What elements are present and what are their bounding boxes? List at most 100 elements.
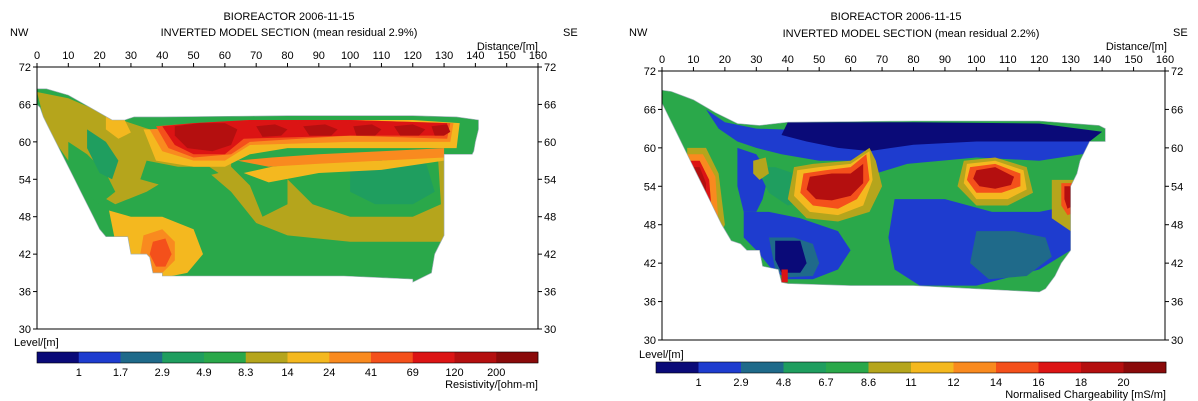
colorbar-swatch <box>911 362 954 373</box>
corner-label-left: NW <box>10 27 29 39</box>
contour-zone-6 <box>140 160 219 186</box>
y-tick-label-right: 48 <box>544 212 556 224</box>
x-tick-label: 90 <box>313 50 325 62</box>
y-tick-label-left: 54 <box>644 181 656 193</box>
colorbar-tick-label: 1.7 <box>113 367 128 379</box>
colorbar-label: Resistivity/[ohm-m] <box>445 379 538 391</box>
y-axis-label: Level/[m] <box>639 349 684 361</box>
contour-zone-16 <box>806 163 864 201</box>
y-tick-label-right: 66 <box>544 99 556 111</box>
x-tick-label: 70 <box>250 50 262 62</box>
x-tick-label: 150 <box>498 50 516 62</box>
x-tick-label: 50 <box>813 54 825 66</box>
colorbar-swatch <box>698 362 742 373</box>
x-tick-label: 140 <box>1093 54 1111 66</box>
colorbar-frame <box>655 361 1167 374</box>
y-tick-label-left: 30 <box>19 324 31 336</box>
chart-subtitle: INVERTED MODEL SECTION (mean residual 2.… <box>161 27 418 39</box>
y-tick-label-left: 66 <box>19 99 31 111</box>
y-tick-label-left: 36 <box>644 297 656 309</box>
colorbar-tick-label: 6.7 <box>818 377 833 389</box>
x-tick-label: 90 <box>939 54 951 66</box>
colorbar-swatch <box>454 352 497 363</box>
colorbar-swatch <box>329 352 372 363</box>
x-tick-label: 30 <box>125 50 137 62</box>
section-outline <box>36 88 479 283</box>
x-tick-label: 0 <box>34 50 40 62</box>
colorbar-swatch <box>371 352 414 363</box>
colorbar-swatch <box>245 352 288 363</box>
x-tick-label: 10 <box>687 54 699 66</box>
x-tick-label: 150 <box>1124 54 1142 66</box>
colorbar-swatch <box>783 362 827 373</box>
x-axis-label: Distance/[m] <box>477 41 538 53</box>
colorbar-tick-label: 41 <box>365 367 377 379</box>
contour-zone-1 <box>68 141 116 205</box>
colorbar-tick-label: 14 <box>281 367 293 379</box>
x-tick-label: 120 <box>1030 54 1048 66</box>
contour-zone-2 <box>87 129 119 180</box>
x-tick-label: 80 <box>281 50 293 62</box>
x-tick-label: 40 <box>156 50 168 62</box>
x-tick-label: 100 <box>341 50 359 62</box>
colorbar-frame <box>36 351 539 364</box>
colorbar-swatch <box>496 352 539 363</box>
x-tick-label: 120 <box>404 50 422 62</box>
x-tick-label: 160 <box>529 50 547 62</box>
colorbar-tick-label: 11 <box>905 377 916 389</box>
y-tick-label-left: 54 <box>19 174 31 186</box>
colorbar-tick-label: 24 <box>323 367 335 379</box>
y-tick-label-right: 30 <box>544 324 556 336</box>
contour-zone-17 <box>174 123 238 152</box>
x-tick-label: 80 <box>907 54 919 66</box>
colorbar-tick-label: 12 <box>947 377 959 389</box>
contour-zone-1 <box>781 122 1103 152</box>
x-tick-label: 60 <box>845 54 857 66</box>
colorbar-swatch <box>868 362 912 373</box>
colorbar-tick-label: 200 <box>487 367 505 379</box>
x-tick-label: 10 <box>62 50 74 62</box>
contour-zone-24 <box>753 157 769 180</box>
colorbar-swatch <box>37 352 80 363</box>
x-tick-label: 100 <box>967 54 985 66</box>
x-tick-label: 130 <box>435 50 453 62</box>
colorbar-swatch <box>1038 362 1082 373</box>
colorbar-label: Normalised Chargeability [mS/m] <box>1005 389 1166 401</box>
corner-label-left: NW <box>629 27 648 39</box>
colorbar-swatch <box>1081 362 1124 373</box>
contour-zone-10 <box>243 154 445 183</box>
contour-zone-22 <box>431 124 451 136</box>
y-tick-label-right: 60 <box>1171 143 1183 155</box>
x-tick-label: 70 <box>876 54 888 66</box>
corner-label-right: SE <box>563 27 578 39</box>
y-tick-label-right: 30 <box>1171 335 1183 347</box>
y-tick-label-right: 48 <box>1171 220 1183 232</box>
y-tick-label-left: 66 <box>644 104 656 116</box>
colorbar-tick-label: 8.6 <box>861 377 876 389</box>
colorbar-tick-label: 4.9 <box>196 367 211 379</box>
colorbar-tick-label: 18 <box>1075 377 1087 389</box>
x-tick-label: 110 <box>373 50 391 62</box>
y-tick-label-right: 54 <box>1171 181 1183 193</box>
colorbar-swatch <box>287 352 330 363</box>
y-tick-label-right: 60 <box>544 137 556 149</box>
resistivity-section-chart: BIOREACTOR 2006-11-15 INVERTED MODEL SEC… <box>10 11 578 391</box>
colorbar-swatch <box>412 352 455 363</box>
chart-subtitle: INVERTED MODEL SECTION (mean residual 2.… <box>783 28 1040 40</box>
colorbar-tick-label: 1 <box>695 377 701 389</box>
colorbar-swatch <box>656 362 699 373</box>
contour-zone-9 <box>149 238 172 267</box>
y-tick-label-left: 48 <box>19 212 31 224</box>
section-fill <box>37 88 479 283</box>
x-tick-label: 130 <box>1062 54 1080 66</box>
x-tick-label: 20 <box>94 50 106 62</box>
colorbar-tick-label: 8.3 <box>238 367 253 379</box>
colorbar-tick-label: 69 <box>407 367 419 379</box>
colorbar-swatch <box>953 362 997 373</box>
y-tick-label-left: 72 <box>19 62 31 74</box>
y-tick-label-right: 66 <box>1171 104 1183 116</box>
y-axis-label: Level/[m] <box>14 337 59 349</box>
colorbar-tick-label: 20 <box>1117 377 1129 389</box>
x-tick-label: 40 <box>782 54 794 66</box>
x-tick-label: 160 <box>1156 54 1174 66</box>
